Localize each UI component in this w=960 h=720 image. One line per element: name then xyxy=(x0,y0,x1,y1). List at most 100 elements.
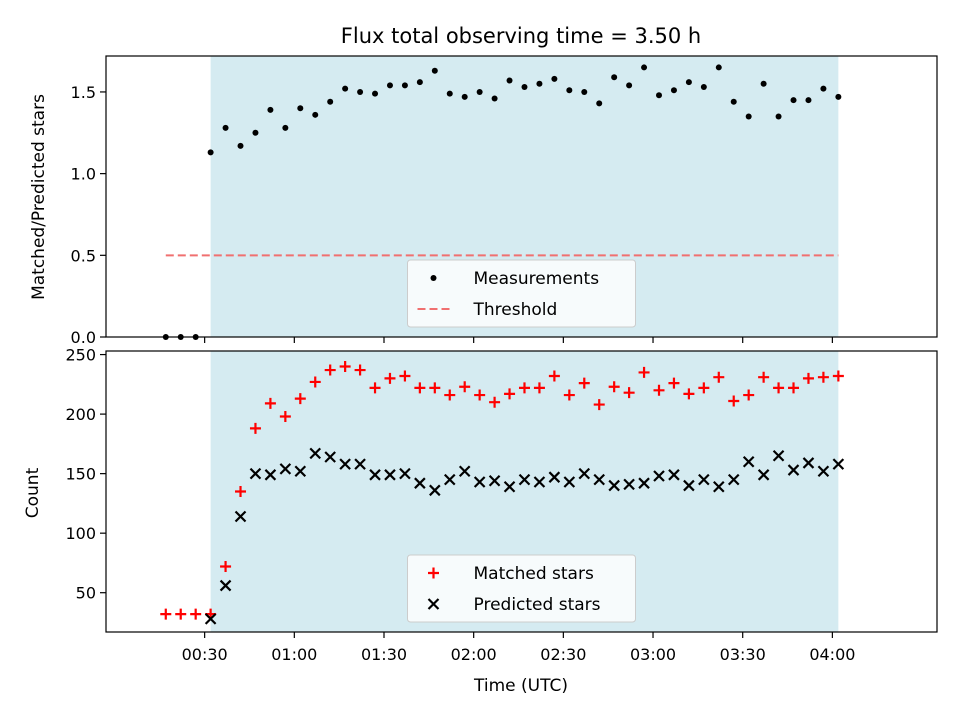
matched-star-point xyxy=(459,381,471,393)
matched-star-point xyxy=(324,364,336,376)
predicted-star-point xyxy=(802,457,815,469)
measurement-point xyxy=(401,82,408,89)
measurement-point xyxy=(670,87,677,94)
matched-star-point xyxy=(279,410,291,422)
legend-box xyxy=(407,554,636,623)
top-axes-frame xyxy=(105,55,938,338)
measurement-point xyxy=(730,98,737,105)
predicted-star-point xyxy=(757,469,770,481)
matched-star-point xyxy=(294,393,306,405)
matched-star-point xyxy=(743,389,755,401)
predicted-star-point xyxy=(458,465,471,478)
matched-star-point xyxy=(638,366,650,378)
predicted-star-point xyxy=(653,470,665,482)
top-legend: Measurements Threshold xyxy=(407,259,636,328)
measurement-point xyxy=(820,85,827,92)
predicted-star-point xyxy=(488,475,501,487)
measurement-point xyxy=(461,93,468,100)
top-panel: 0.0 0.5 1.0 1.5 Flux total observing time =… xyxy=(29,24,938,347)
predicted-star-point xyxy=(309,447,322,460)
bottom-axes-frame xyxy=(105,350,938,633)
x-tick-label: 04:00 xyxy=(809,645,855,664)
x-tick-label: 01:00 xyxy=(271,645,317,664)
measurement-point xyxy=(476,88,483,95)
measurement-point xyxy=(446,90,453,97)
matched-star-point xyxy=(563,389,575,401)
matched-star-point xyxy=(474,389,486,401)
legend-label: Threshold xyxy=(473,300,558,320)
measurement-point xyxy=(745,113,752,120)
matched-star-point xyxy=(533,382,545,394)
bottom-marks xyxy=(160,360,845,625)
predicted-star-point xyxy=(339,458,351,470)
predicted-star-point xyxy=(429,484,441,497)
predicted-star-point xyxy=(204,613,217,625)
top-y-ticks: 0.0 0.5 1.0 1.5 xyxy=(71,83,106,347)
y-tick-label: 100 xyxy=(65,524,96,543)
matched-star-point xyxy=(758,371,770,383)
predicted-star-point xyxy=(234,510,247,523)
measurement-point xyxy=(700,84,707,91)
predicted-star-point xyxy=(324,451,336,463)
measurement-point xyxy=(222,124,229,131)
measurement-point xyxy=(297,105,304,112)
predicted-star-point xyxy=(608,479,620,492)
measurement-point xyxy=(835,93,842,100)
predicted-star-point xyxy=(683,479,695,492)
predicted-star-point xyxy=(264,469,277,481)
measurement-point xyxy=(521,84,528,91)
matched-star-point xyxy=(384,372,396,384)
measurement-point xyxy=(416,79,423,86)
x-tick-label: 02:00 xyxy=(451,645,497,664)
measurement-point xyxy=(596,100,603,107)
measurement-point xyxy=(715,64,722,71)
measurement-point xyxy=(267,106,274,113)
predicted-star-point xyxy=(249,467,262,480)
measurement-point xyxy=(790,97,797,104)
measurement-point xyxy=(327,98,334,105)
legend-label: Matched stars xyxy=(474,564,594,584)
x-tick-label: 03:30 xyxy=(720,645,766,664)
x-tick-label: 00:30 xyxy=(182,645,228,664)
matched-star-point xyxy=(190,608,202,620)
matched-star-point xyxy=(414,382,426,394)
measurement-point xyxy=(386,82,393,89)
matched-star-point xyxy=(399,370,411,382)
predicted-star-point xyxy=(638,477,650,489)
matched-star-point xyxy=(788,382,800,394)
matched-star-point xyxy=(578,377,590,389)
predicted-star-point xyxy=(354,458,366,470)
predicted-star-point xyxy=(772,450,785,462)
measurement-point xyxy=(760,80,767,87)
predicted-star-point xyxy=(563,476,576,488)
predicted-star-point xyxy=(787,464,800,476)
matched-star-point xyxy=(728,395,740,407)
x-tick-label: 03:00 xyxy=(630,645,676,664)
matched-star-point xyxy=(608,381,620,393)
matched-star-point xyxy=(220,561,232,573)
matched-star-point xyxy=(369,382,381,394)
measurement-point xyxy=(312,111,319,118)
top-marks xyxy=(162,64,842,340)
y-tick-label: 0.5 xyxy=(71,246,96,265)
predicted-star-point xyxy=(279,463,292,475)
measurement-point xyxy=(342,85,349,92)
y-tick-label: 250 xyxy=(65,346,96,365)
measurement-point xyxy=(641,64,648,71)
matched-star-point xyxy=(698,382,710,394)
predicted-star-point xyxy=(742,455,755,468)
bottom-panel: 50 100 150 200 250 00:30 01:00 01:30 02:00 02:30… xyxy=(23,346,938,696)
matched-star-point xyxy=(429,382,441,394)
y-tick-label: 200 xyxy=(65,405,96,424)
bottom-x-ticks: 00:30 01:00 01:30 02:00 02:30 03:00 03:30 04:00 xyxy=(182,632,855,664)
top-y-axis-label: Matched/Predicted stars xyxy=(29,94,49,300)
predicted-star-point xyxy=(548,471,561,483)
measurement-point xyxy=(805,97,812,104)
matched-star-point xyxy=(518,382,530,394)
measurement-point xyxy=(506,77,513,84)
predicted-star-point xyxy=(578,467,591,480)
legend-key-predicted xyxy=(427,598,440,610)
matched-star-point xyxy=(802,372,814,384)
predicted-star-point xyxy=(443,473,456,486)
